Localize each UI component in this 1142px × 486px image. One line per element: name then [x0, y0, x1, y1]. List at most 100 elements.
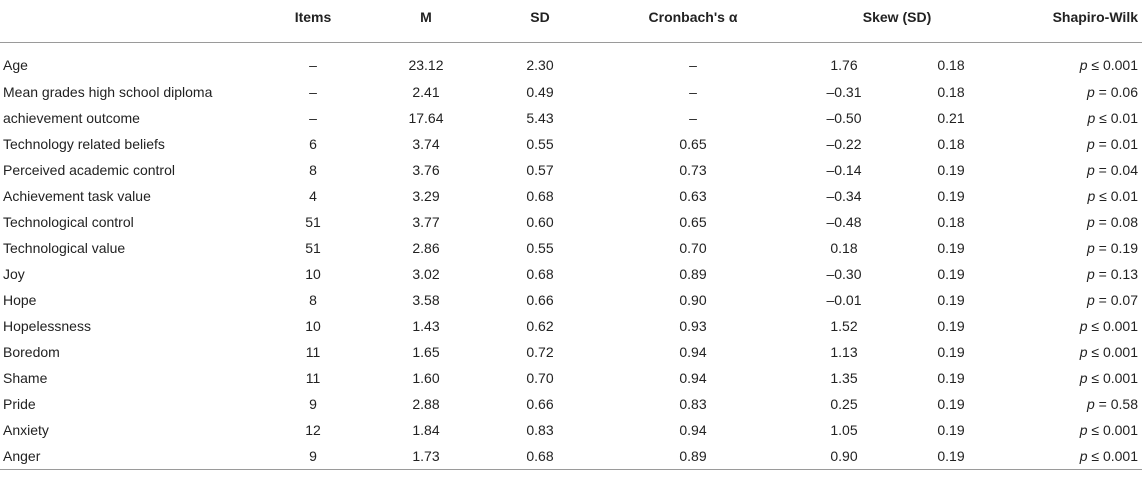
table-row: Joy 10 3.02 0.68 0.89 –0.30 0.19 p = 0.13	[0, 261, 1142, 287]
row-label: Perceived academic control	[3, 162, 175, 178]
cell-shapiro-wilk: p ≤ 0.001	[1004, 313, 1142, 339]
table-header: Items M SD Cronbach's α Skew (SD) Shapir…	[0, 7, 1142, 43]
cell-shapiro-wilk: p ≤ 0.001	[1004, 443, 1142, 470]
cell-skew-sd: 0.19	[937, 344, 965, 360]
cell-items: –	[309, 84, 317, 100]
cell-sd: 0.66	[526, 396, 554, 412]
p-value: ≤ 0.01	[1099, 110, 1138, 126]
cell-sd: 0.66	[526, 292, 554, 308]
table-row: Pride 9 2.88 0.66 0.83 0.25 0.19 p = 0.58	[0, 391, 1142, 417]
cell-items: 51	[305, 214, 321, 230]
cell-cronbach-alpha: 0.94	[679, 422, 707, 438]
cell-sd: 0.57	[526, 162, 554, 178]
cell-skew-sd: 0.19	[937, 318, 965, 334]
table-row: Hopelessness 10 1.43 0.62 0.93 1.52 0.19 p ≤ 0.…	[0, 313, 1142, 339]
cell-skew: 1.13	[830, 344, 858, 360]
cell-skew-sd: 0.19	[898, 443, 1004, 470]
cell-items: 9	[309, 396, 317, 412]
p-symbol: p	[1086, 266, 1095, 282]
cell-m: 1.65	[412, 344, 440, 360]
cell-cronbach-alpha: –	[689, 56, 697, 73]
table-row: Boredom 11 1.65 0.72 0.94 1.13 0.19 p ≤ 0.001	[0, 339, 1142, 365]
cell-m: 1.60	[412, 370, 440, 386]
table-row: Mean grades high school diploma – 2.41 0.49…	[0, 79, 1142, 105]
cell-cronbach-alpha: 0.94	[679, 370, 707, 386]
row-label: Achievement task value	[3, 188, 151, 204]
header-sd: SD	[484, 7, 596, 43]
p-symbol: p	[1087, 110, 1096, 126]
row-label: Mean grades high school diploma	[3, 84, 213, 100]
cell-items: 12	[305, 422, 321, 438]
row-label: Technology related beliefs	[3, 136, 165, 152]
p-symbol: p	[1079, 370, 1088, 386]
cell-skew: –0.30	[826, 266, 862, 282]
p-value: = 0.04	[1098, 162, 1138, 178]
p-value: = 0.07	[1098, 292, 1138, 308]
cell-cronbach-alpha: 0.93	[679, 318, 707, 334]
p-value: ≤ 0.001	[1091, 318, 1138, 334]
cell-items: 10	[305, 318, 321, 334]
p-value: = 0.08	[1098, 214, 1138, 230]
cell-cronbach-alpha: 0.65	[679, 136, 707, 152]
cell-m: 3.77	[412, 214, 440, 230]
p-symbol: p	[1086, 292, 1095, 308]
cell-skew-sd: 0.19	[937, 422, 965, 438]
p-value: ≤ 0.001	[1091, 344, 1138, 360]
row-label: Hopelessness	[3, 318, 91, 334]
p-value: ≤ 0.001	[1091, 447, 1138, 464]
cell-m: 3.02	[412, 266, 440, 282]
p-symbol: p	[1079, 344, 1088, 360]
cell-items: 10	[305, 266, 321, 282]
p-symbol: p	[1087, 188, 1096, 204]
cell-sd: 0.62	[526, 318, 554, 334]
cell-m: 23.12	[408, 56, 444, 73]
table-row: Achievement task value 4 3.29 0.68 0.63 –0.34…	[0, 183, 1142, 209]
cell-skew-sd: 0.18	[937, 84, 965, 100]
cell-cronbach-alpha: 0.65	[679, 214, 707, 230]
cell-skew-sd: 0.21	[937, 110, 965, 126]
cell-sd: 0.55	[526, 136, 554, 152]
cell-shapiro-wilk: p = 0.13	[1004, 261, 1142, 287]
cell-skew: 0.18	[830, 240, 858, 256]
table-row: Technology related beliefs 6 3.74 0.55 0.65 –…	[0, 131, 1142, 157]
cell-items: –	[309, 56, 317, 73]
cell-cronbach-alpha: 0.90	[679, 292, 707, 308]
table-row: Shame 11 1.60 0.70 0.94 1.35 0.19 p ≤ 0.001	[0, 365, 1142, 391]
p-value: ≤ 0.01	[1099, 188, 1138, 204]
row-label: Boredom	[3, 344, 60, 360]
cell-shapiro-wilk: p = 0.01	[1004, 131, 1142, 157]
table-row: achievement outcome – 17.64 5.43 – –0.50 0.21 p…	[0, 105, 1142, 131]
p-value: = 0.19	[1098, 240, 1138, 256]
row-label: Age	[3, 56, 28, 73]
row-label: Hope	[3, 292, 37, 308]
row-label: Shame	[3, 370, 48, 386]
cell-items: 11	[305, 344, 321, 360]
cell-sd: 2.30	[526, 56, 554, 73]
p-symbol: p	[1079, 56, 1088, 73]
row-label: achievement outcome	[3, 110, 140, 126]
p-value: ≤ 0.001	[1091, 56, 1138, 73]
p-symbol: p	[1079, 318, 1088, 334]
table-row: Perceived academic control 8 3.76 0.57 0.73 –…	[0, 157, 1142, 183]
cell-skew: 1.05	[830, 422, 858, 438]
table-row: Technological value 51 2.86 0.55 0.70 0.18 0.1…	[0, 235, 1142, 261]
cell-sd: 5.43	[526, 110, 554, 126]
cell-skew-sd: 0.19	[937, 292, 965, 308]
p-value: = 0.13	[1098, 266, 1138, 282]
cell-shapiro-wilk: p = 0.19	[1004, 235, 1142, 261]
p-value: ≤ 0.001	[1091, 422, 1138, 438]
cell-shapiro-wilk: p = 0.58	[1004, 391, 1142, 417]
p-symbol: p	[1079, 447, 1088, 464]
p-symbol: p	[1086, 84, 1095, 100]
header-skew: Skew (SD)	[790, 7, 1004, 43]
cell-m: 1.73	[368, 443, 484, 470]
cell-skew-sd: 0.18	[937, 56, 965, 73]
cell-sd: 0.68	[526, 266, 554, 282]
cell-skew-sd: 0.19	[937, 266, 965, 282]
cell-skew-sd: 0.19	[937, 162, 965, 178]
cell-shapiro-wilk: p ≤ 0.01	[1004, 183, 1142, 209]
cell-skew: –0.14	[826, 162, 862, 178]
cell-shapiro-wilk: p ≤ 0.01	[1004, 105, 1142, 131]
cell-cronbach-alpha: 0.73	[679, 162, 707, 178]
row-label: Technological control	[3, 214, 134, 230]
